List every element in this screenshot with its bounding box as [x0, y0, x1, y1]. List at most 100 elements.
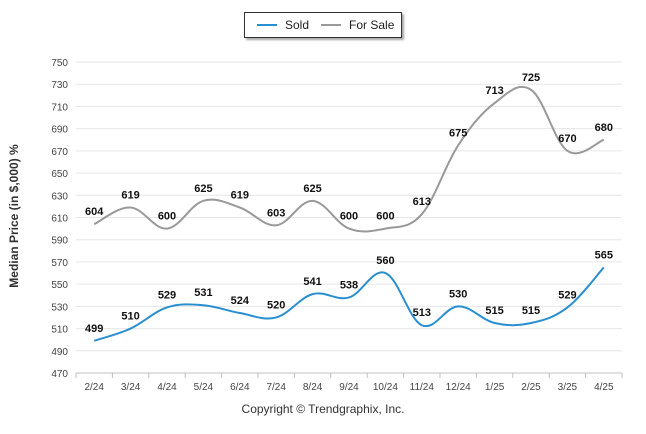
legend-label-sold: Sold	[285, 18, 310, 32]
y-tick-label: 710	[51, 102, 68, 113]
data-label-sold: 520	[267, 299, 285, 311]
x-tick-label: 12/24	[446, 382, 471, 393]
data-label-sold: 529	[158, 289, 176, 301]
legend-swatch-for-sale	[321, 24, 342, 26]
data-point-sold	[310, 292, 315, 297]
data-label-sold: 560	[376, 255, 394, 267]
y-tick-label: 750	[51, 58, 68, 69]
data-label-for-sale: 613	[413, 196, 431, 208]
data-point-for-sale	[237, 205, 242, 210]
data-label-sold: 515	[522, 305, 540, 317]
data-label-for-sale: 600	[376, 211, 394, 223]
data-point-for-sale	[383, 226, 388, 231]
data-label-for-sale: 600	[340, 211, 358, 223]
data-point-for-sale	[165, 226, 170, 231]
data-point-sold	[165, 305, 170, 310]
y-tick-label: 650	[51, 169, 68, 180]
data-point-for-sale	[274, 223, 279, 228]
data-point-for-sale	[92, 222, 97, 227]
data-point-sold	[565, 305, 570, 310]
x-tick-label: 1/25	[485, 382, 505, 393]
y-tick-label: 490	[51, 347, 68, 358]
y-tick-label: 730	[51, 80, 68, 91]
x-tick-label: 8/24	[303, 382, 323, 393]
data-point-for-sale	[128, 205, 133, 210]
series-line-sold	[93, 266, 605, 342]
x-tick-label: 4/24	[157, 382, 177, 393]
y-tick-label: 690	[51, 125, 68, 136]
data-label-for-sale: 713	[485, 85, 503, 97]
data-label-for-sale: 603	[267, 207, 285, 219]
legend-label-for-sale: For Sale	[349, 18, 395, 32]
x-tick-label: 4/25	[594, 382, 614, 393]
data-label-for-sale: 600	[158, 211, 176, 223]
x-tick-label: 11/24	[410, 382, 435, 393]
data-point-sold	[492, 321, 497, 326]
x-tick-label: 3/24	[121, 382, 141, 393]
y-tick-label: 630	[51, 191, 68, 202]
copyright: Copyright © Trendgraphix, Inc.	[241, 402, 405, 416]
data-label-for-sale: 670	[558, 133, 576, 145]
data-label-for-sale: 675	[449, 127, 467, 139]
data-label-sold: 538	[340, 279, 358, 291]
series-line-for-sale	[93, 85, 605, 233]
x-tick-label: 7/24	[266, 382, 286, 393]
y-tick-label: 550	[51, 280, 68, 291]
data-point-for-sale	[456, 143, 461, 148]
data-label-for-sale: 604	[85, 206, 104, 218]
x-tick-label: 2/25	[521, 382, 541, 393]
legend-item-sold[interactable]: Sold	[257, 18, 309, 32]
x-tick-label: 9/24	[339, 382, 359, 393]
y-tick-label: 670	[51, 147, 68, 158]
data-label-sold: 529	[558, 289, 576, 301]
data-label-for-sale: 619	[231, 190, 249, 202]
data-point-sold	[529, 321, 534, 326]
data-point-for-sale	[601, 137, 606, 142]
x-tick-label: 10/24	[373, 382, 398, 393]
legend: Sold For Sale	[244, 12, 402, 38]
data-label-for-sale: 680	[595, 122, 613, 134]
data-label-sold: 565	[595, 249, 613, 261]
data-point-sold	[128, 326, 133, 331]
y-tick-label: 470	[51, 369, 68, 380]
y-tick-label: 610	[51, 214, 68, 225]
data-point-sold	[347, 295, 352, 300]
x-tick-label: 2/24	[84, 382, 104, 393]
data-point-for-sale	[201, 198, 206, 203]
data-point-sold	[419, 323, 424, 328]
data-label-sold: 524	[231, 295, 250, 307]
data-label-for-sale: 625	[303, 183, 321, 195]
x-tick-label: 5/24	[194, 382, 214, 393]
y-tick-label: 570	[51, 258, 68, 269]
data-label-for-sale: 725	[522, 72, 540, 84]
data-point-sold	[201, 303, 206, 308]
data-point-for-sale	[347, 226, 352, 231]
data-label-sold: 510	[121, 311, 139, 323]
x-tick-label: 3/25	[558, 382, 578, 393]
y-tick-label: 590	[51, 236, 68, 247]
data-point-sold	[92, 338, 97, 343]
data-label-for-sale: 625	[194, 183, 212, 195]
data-label-sold: 499	[85, 323, 103, 335]
data-label-sold: 513	[413, 307, 431, 319]
data-label-for-sale: 619	[121, 190, 139, 202]
data-label-sold: 530	[449, 288, 467, 300]
data-point-sold	[383, 271, 388, 276]
data-point-sold	[237, 311, 242, 316]
data-point-sold	[274, 315, 279, 320]
y-tick-label: 510	[51, 325, 68, 336]
data-point-for-sale	[310, 198, 315, 203]
data-label-sold: 515	[485, 305, 503, 317]
data-point-sold	[456, 304, 461, 309]
data-point-for-sale	[529, 87, 534, 92]
data-point-for-sale	[492, 101, 497, 106]
legend-item-for-sale[interactable]: For Sale	[321, 18, 394, 32]
data-point-sold	[601, 265, 606, 270]
data-point-for-sale	[565, 148, 570, 153]
y-tick-label: 530	[51, 302, 68, 313]
data-label-sold: 531	[194, 287, 212, 299]
data-point-for-sale	[419, 212, 424, 217]
data-label-sold: 541	[303, 276, 321, 288]
